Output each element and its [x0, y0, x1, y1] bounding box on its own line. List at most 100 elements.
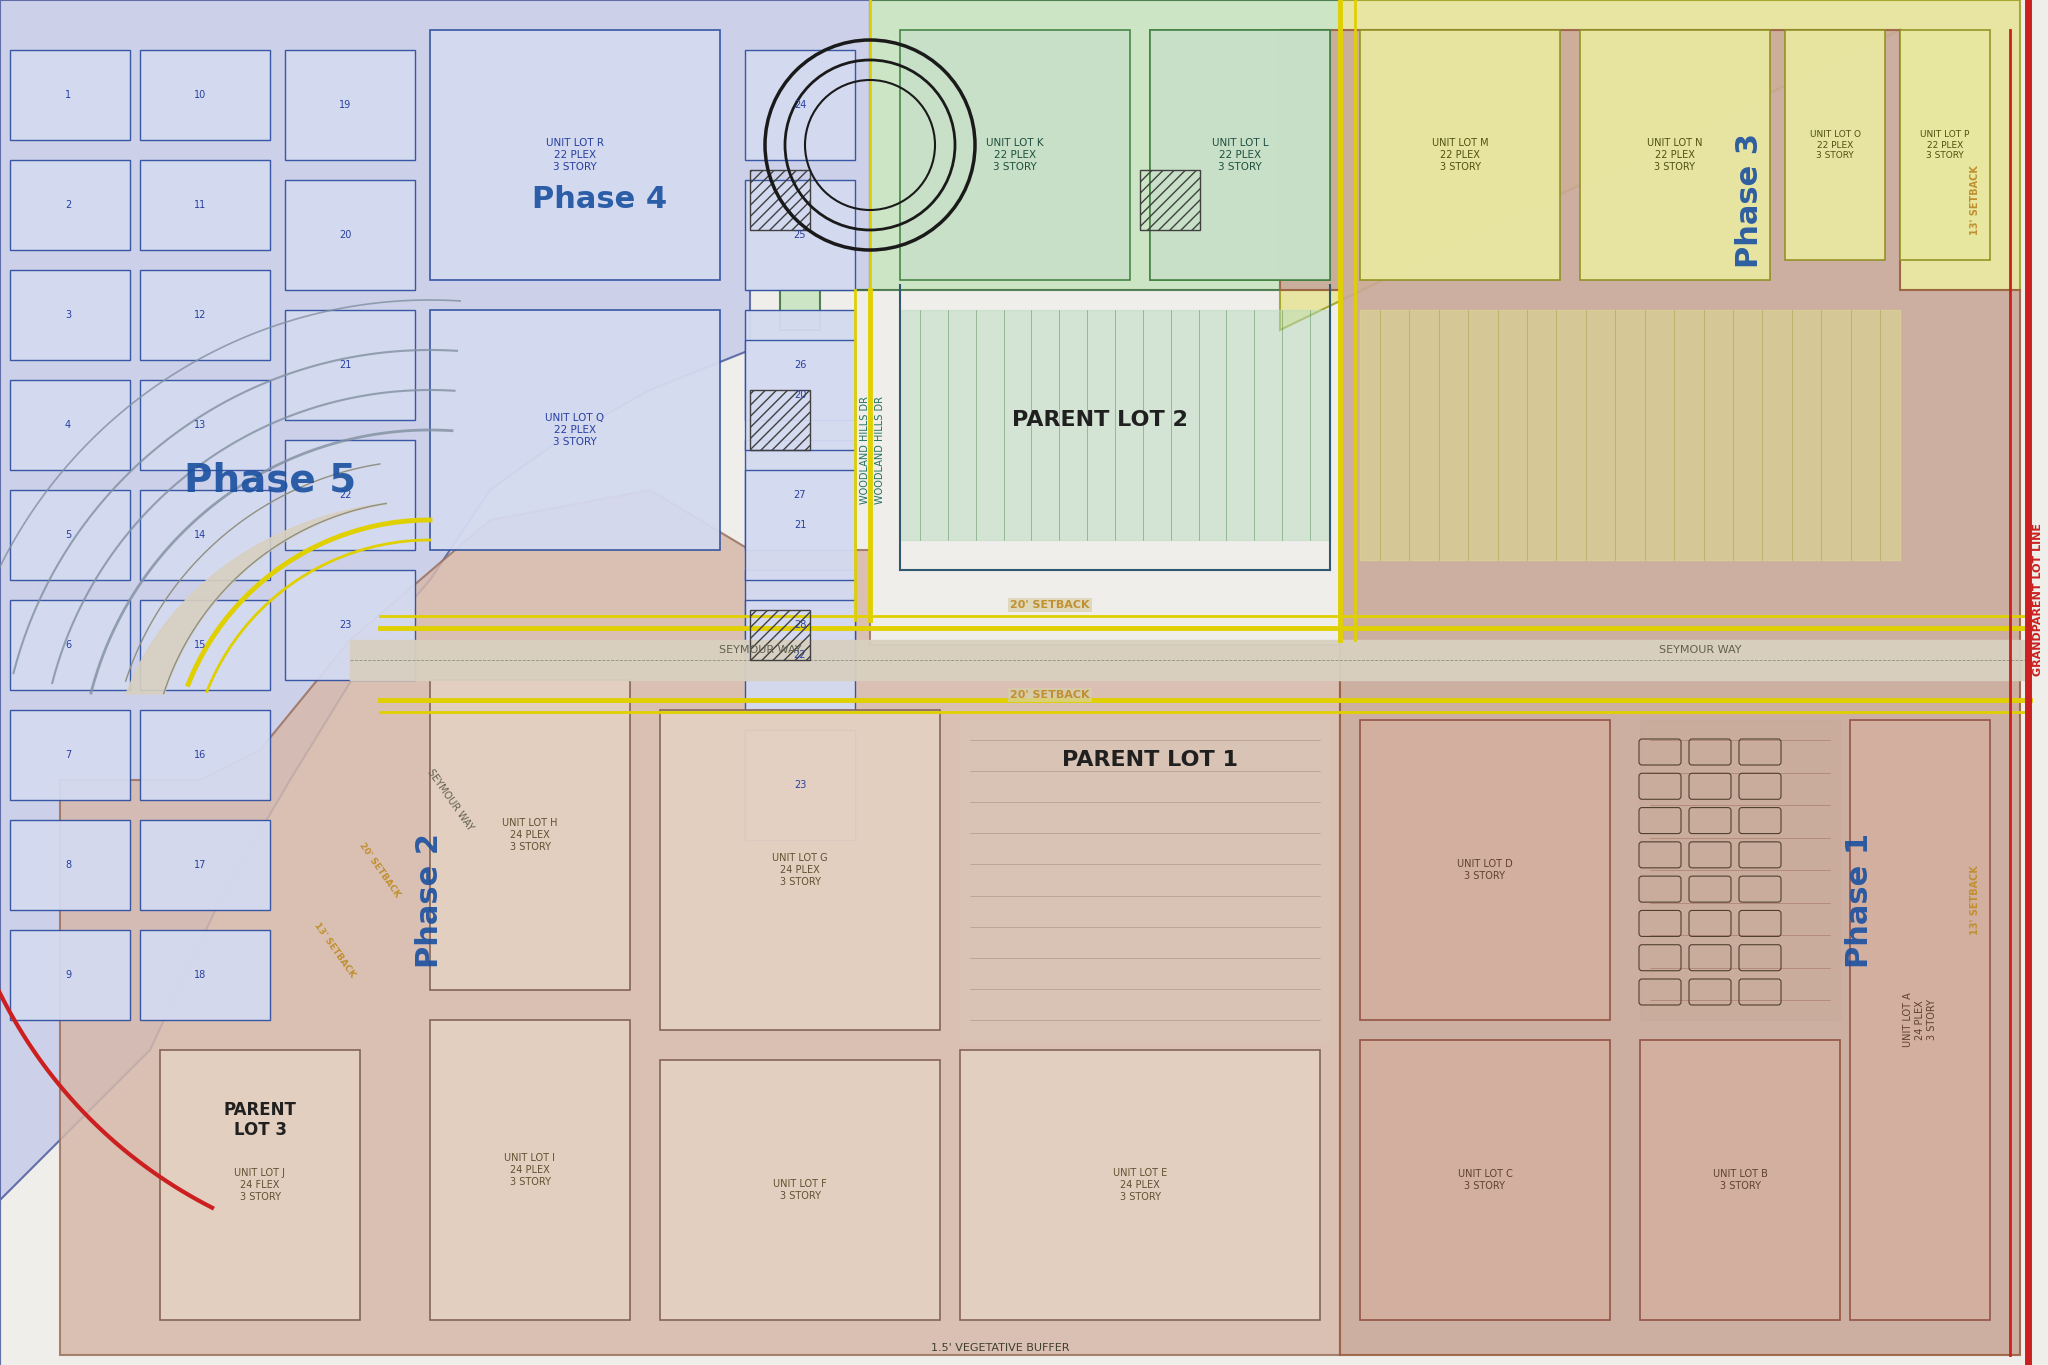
- Text: 20: 20: [338, 229, 350, 240]
- Bar: [1360, 1040, 1610, 1320]
- Text: UNIT LOT R
22 PLEX
3 STORY: UNIT LOT R 22 PLEX 3 STORY: [547, 138, 604, 172]
- Bar: [745, 571, 854, 680]
- Bar: [899, 30, 1130, 280]
- Text: WOODLAND HILLS DR: WOODLAND HILLS DR: [860, 396, 870, 504]
- Bar: [750, 610, 811, 661]
- Bar: [745, 180, 854, 289]
- Polygon shape: [780, 0, 1339, 330]
- Text: 20' SETBACK: 20' SETBACK: [358, 841, 401, 900]
- Bar: [1141, 171, 1200, 229]
- Bar: [750, 171, 811, 229]
- Polygon shape: [1280, 30, 2019, 1355]
- Bar: [430, 310, 721, 550]
- Bar: [139, 820, 270, 910]
- Bar: [10, 379, 129, 470]
- Bar: [139, 270, 270, 360]
- Bar: [1360, 30, 1561, 280]
- Text: 28: 28: [795, 620, 807, 631]
- Text: UNIT LOT I
24 PLEX
3 STORY: UNIT LOT I 24 PLEX 3 STORY: [504, 1153, 555, 1186]
- Text: UNIT LOT O
22 PLEX
3 STORY: UNIT LOT O 22 PLEX 3 STORY: [1810, 130, 1860, 160]
- Text: 27: 27: [795, 490, 807, 500]
- Bar: [750, 390, 811, 450]
- Text: Phase 2: Phase 2: [416, 833, 444, 968]
- Text: 23: 23: [795, 779, 807, 790]
- Polygon shape: [0, 0, 870, 1365]
- Text: UNIT LOT M
22 PLEX
3 STORY: UNIT LOT M 22 PLEX 3 STORY: [1432, 138, 1489, 172]
- Text: 2: 2: [66, 201, 72, 210]
- Bar: [139, 601, 270, 689]
- Bar: [1901, 30, 1991, 259]
- Bar: [745, 470, 854, 580]
- Text: GRANDPARENT LOT LINE: GRANDPARENT LOT LINE: [2034, 524, 2044, 677]
- Bar: [745, 730, 854, 839]
- Text: WOODLAND HILLS DR: WOODLAND HILLS DR: [874, 396, 885, 504]
- Text: 23: 23: [338, 620, 350, 631]
- Bar: [139, 710, 270, 800]
- Text: 18: 18: [195, 971, 207, 980]
- Bar: [1360, 719, 1610, 1020]
- Bar: [285, 51, 416, 160]
- Text: 5: 5: [66, 530, 72, 541]
- Bar: [10, 490, 129, 580]
- Text: 9: 9: [66, 971, 72, 980]
- Bar: [1579, 30, 1769, 280]
- Bar: [430, 30, 721, 280]
- Bar: [139, 379, 270, 470]
- Bar: [139, 490, 270, 580]
- Text: 12: 12: [195, 310, 207, 319]
- Bar: [285, 571, 416, 680]
- Bar: [1640, 1040, 1839, 1320]
- Text: 14: 14: [195, 530, 207, 541]
- Text: 19: 19: [338, 100, 350, 111]
- Text: 7: 7: [66, 749, 72, 760]
- Text: 11: 11: [195, 201, 207, 210]
- Text: PARENT LOT 2: PARENT LOT 2: [1012, 410, 1188, 430]
- Bar: [659, 710, 940, 1031]
- Bar: [430, 680, 631, 990]
- Bar: [1786, 30, 1884, 259]
- Text: UNIT LOT B
3 STORY: UNIT LOT B 3 STORY: [1712, 1170, 1767, 1190]
- Text: 20' SETBACK: 20' SETBACK: [1010, 601, 1090, 610]
- Bar: [10, 270, 129, 360]
- Bar: [285, 180, 416, 289]
- Text: 20' SETBACK: 20' SETBACK: [1010, 689, 1090, 700]
- Text: UNIT LOT N
22 PLEX
3 STORY: UNIT LOT N 22 PLEX 3 STORY: [1647, 138, 1702, 172]
- Text: 17: 17: [195, 860, 207, 870]
- Text: 10: 10: [195, 90, 207, 100]
- Bar: [10, 51, 129, 141]
- Text: 21: 21: [338, 360, 350, 370]
- Bar: [745, 440, 854, 550]
- Polygon shape: [59, 490, 1339, 1355]
- Text: 13: 13: [195, 420, 207, 430]
- Bar: [1849, 719, 1991, 1320]
- Bar: [10, 930, 129, 1020]
- Text: SEYMOUR WAY: SEYMOUR WAY: [426, 767, 475, 833]
- Text: 4: 4: [66, 420, 72, 430]
- Text: 24: 24: [795, 100, 807, 111]
- Bar: [745, 310, 854, 420]
- Text: 13' SETBACK: 13' SETBACK: [1970, 165, 1980, 235]
- Text: UNIT LOT E
24 PLEX
3 STORY: UNIT LOT E 24 PLEX 3 STORY: [1112, 1168, 1167, 1201]
- Text: 26: 26: [795, 360, 807, 370]
- Text: SEYMOUR WAY: SEYMOUR WAY: [719, 646, 801, 655]
- Polygon shape: [1280, 0, 2019, 330]
- Bar: [10, 601, 129, 689]
- Text: 21: 21: [795, 520, 807, 530]
- Text: UNIT LOT P
22 PLEX
3 STORY: UNIT LOT P 22 PLEX 3 STORY: [1921, 130, 1970, 160]
- Text: UNIT LOT Q
22 PLEX
3 STORY: UNIT LOT Q 22 PLEX 3 STORY: [545, 414, 604, 446]
- Text: UNIT LOT C
3 STORY: UNIT LOT C 3 STORY: [1458, 1170, 1511, 1190]
- Text: UNIT LOT G
24 PLEX
3 STORY: UNIT LOT G 24 PLEX 3 STORY: [772, 853, 827, 887]
- Text: PARENT LOT 1: PARENT LOT 1: [1063, 749, 1237, 770]
- Text: UNIT LOT L
22 PLEX
3 STORY: UNIT LOT L 22 PLEX 3 STORY: [1212, 138, 1268, 172]
- Bar: [745, 340, 854, 450]
- Text: Phase 5: Phase 5: [184, 461, 356, 500]
- Bar: [160, 1050, 360, 1320]
- Bar: [139, 160, 270, 250]
- Text: 25: 25: [795, 229, 807, 240]
- Text: SEYMOUR WAY: SEYMOUR WAY: [1659, 646, 1741, 655]
- Text: 20: 20: [795, 390, 807, 400]
- Text: 6: 6: [66, 640, 72, 650]
- Text: UNIT LOT J
24 FLEX
3 STORY: UNIT LOT J 24 FLEX 3 STORY: [236, 1168, 285, 1201]
- Bar: [139, 930, 270, 1020]
- Text: 1: 1: [66, 90, 72, 100]
